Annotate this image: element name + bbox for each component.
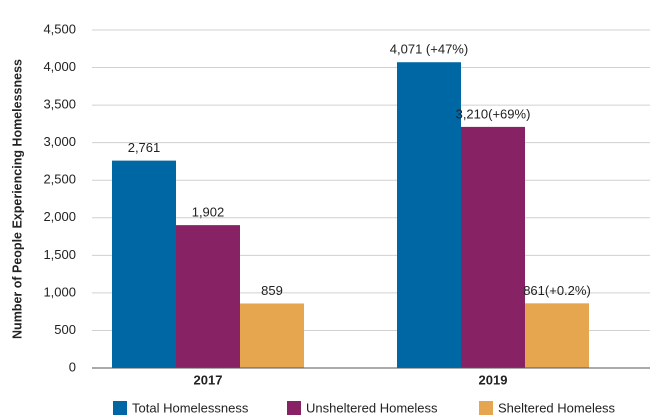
bar [240, 303, 304, 368]
legend-swatch [479, 401, 493, 415]
bar [397, 62, 461, 369]
bar [525, 303, 589, 368]
legend-swatch [113, 401, 127, 415]
bar [461, 126, 525, 368]
bar [112, 160, 176, 368]
legend-label: Total Homelessness [132, 400, 249, 415]
y-tick-label: 2,500 [43, 172, 76, 187]
y-tick-label: 1,500 [43, 247, 76, 262]
value-label: 1,902 [192, 205, 225, 220]
x-tick-label: 2017 [194, 372, 223, 387]
value-label: 3,210(+69%) [456, 106, 531, 121]
y-tick-label: 0 [69, 359, 76, 374]
bar [176, 225, 240, 368]
legend-label: Sheltered Homeless [498, 400, 616, 415]
y-tick-label: 3,000 [43, 134, 76, 149]
y-tick-label: 1,000 [43, 284, 76, 299]
y-axis-label: Number of People Experiencing Homelessne… [10, 59, 24, 339]
y-tick-label: 4,500 [43, 21, 76, 36]
y-tick-label: 2,000 [43, 209, 76, 224]
y-tick-label: 3,500 [43, 97, 76, 112]
y-tick-label: 500 [54, 322, 76, 337]
legend-swatch [287, 401, 301, 415]
x-tick-label: 2019 [479, 372, 508, 387]
y-tick-label: 4,000 [43, 59, 76, 74]
legend-label: Unsheltered Homeless [306, 400, 438, 415]
value-label: 859 [261, 283, 283, 298]
value-label: 2,761 [128, 140, 161, 155]
value-label: 4,071 (+47%) [390, 42, 468, 57]
value-label: 861(+0.2%) [523, 283, 591, 298]
